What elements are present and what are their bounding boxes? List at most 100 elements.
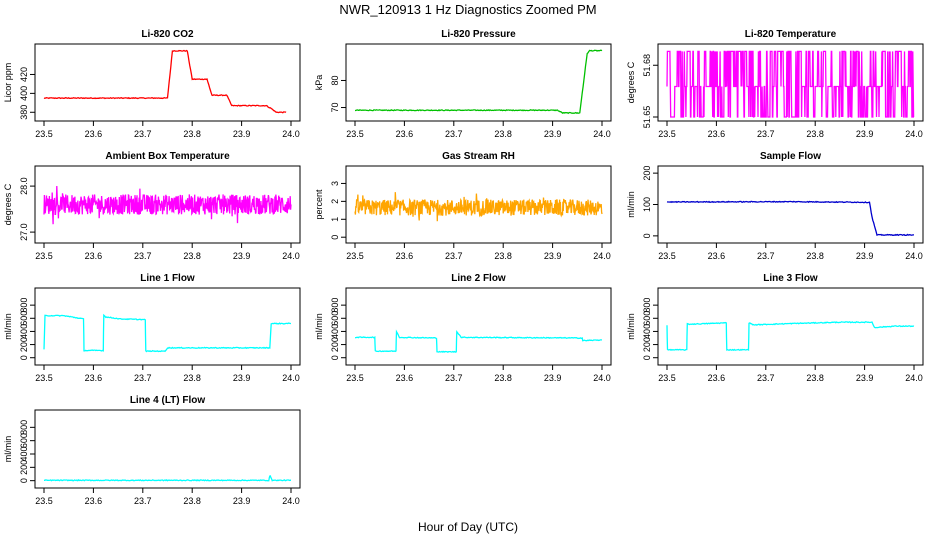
x-tick-label: 23.7 (445, 129, 463, 139)
x-tick-label: 23.6 (85, 496, 103, 506)
panel-1: Li-820 CO2 23.5 23.6 23.7 23.8 23.9 24.0 380 400… (3, 29, 301, 139)
y-tick-label: 0 (642, 233, 652, 238)
series-line (666, 50, 915, 118)
y-tick-label: 80 (330, 75, 340, 85)
y-tick-label: 0 (330, 355, 340, 360)
x-tick-label: 23.8 (494, 129, 512, 139)
y-tick-label: 1 (330, 217, 340, 222)
panel-5: Gas Stream RH 23.5 23.6 23.7 23.8 23.9 24.0 0 1 2… (314, 151, 612, 261)
x-tick-label: 23.8 (806, 251, 824, 261)
x-tick-label: 24.0 (282, 251, 300, 261)
x-tick-label: 23.9 (544, 373, 562, 383)
x-tick-label: 24.0 (905, 129, 923, 139)
y-tick-label: 27.0 (19, 223, 29, 241)
x-tick-label: 24.0 (593, 373, 611, 383)
y-axis-label: ml/min (3, 436, 13, 463)
y-tick-label: 380 (19, 105, 29, 120)
y-axis-label: ml/min (3, 313, 13, 340)
x-tick-label: 24.0 (593, 129, 611, 139)
plot-frame (657, 287, 924, 366)
x-tick-label: 23.7 (757, 373, 775, 383)
panel-title: Sample Flow (760, 151, 821, 162)
x-tick-label: 23.9 (233, 373, 251, 383)
y-tick-label: 800 (19, 298, 29, 313)
y-axis-label: ml/min (626, 313, 636, 340)
y-axis-label: percent (314, 189, 324, 220)
plot-frame (34, 43, 301, 122)
plot-frame (657, 43, 924, 122)
x-tick-label: 23.7 (134, 373, 152, 383)
panel-title: Ambient Box Temperature (105, 151, 230, 162)
y-axis-label: ml/min (314, 313, 324, 340)
x-tick-label: 24.0 (282, 496, 300, 506)
y-tick-label: 200 (330, 337, 340, 352)
y-tick-label: 200 (642, 166, 652, 181)
y-tick-label: 400 (19, 324, 29, 339)
x-tick-label: 23.8 (806, 373, 824, 383)
panel-3: Li-820 Temperature 23.5 23.6 23.7 23.8 23.9 24… (626, 29, 924, 139)
y-tick-label: 800 (19, 420, 29, 435)
y-tick-label: 0 (330, 235, 340, 240)
x-tick-label: 23.7 (134, 496, 152, 506)
series-line (666, 200, 914, 237)
x-tick-label: 23.9 (233, 129, 251, 139)
x-tick-label: 23.8 (183, 373, 201, 383)
x-tick-label: 23.8 (183, 496, 201, 506)
panel-2: Li-820 Pressure 23.5 23.6 23.7 23.8 23.9 24.0 7… (314, 29, 612, 139)
x-tick-label: 23.7 (445, 373, 463, 383)
y-tick-label: 200 (19, 460, 29, 475)
series-line (43, 185, 292, 225)
y-tick-label: 100 (642, 197, 652, 212)
panel-10: Line 4 (LT) Flow 23.5 23.6 23.7 23.8 23.9 24.0… (3, 395, 301, 506)
x-tick-label: 23.8 (183, 129, 201, 139)
y-tick-label: 600 (330, 311, 340, 326)
x-tick-label: 23.9 (856, 129, 874, 139)
panel-title: Li-820 Temperature (745, 29, 837, 40)
x-tick-label: 23.6 (708, 373, 726, 383)
y-tick-label: 400 (19, 446, 29, 461)
x-tick-label: 23.5 (35, 129, 53, 139)
panel-8: Line 2 Flow 23.5 23.6 23.7 23.8 23.9 24.0 0 2004… (314, 273, 612, 383)
panel-title: Li-820 Pressure (441, 29, 516, 40)
x-tick-label: 23.6 (85, 373, 103, 383)
y-tick-label: 0 (19, 355, 29, 360)
x-tick-label: 23.7 (757, 129, 775, 139)
figure-title: NWR_120913 1 Hz Diagnostics Zoomed PM (339, 2, 596, 17)
panel-title: Line 4 (LT) Flow (130, 395, 206, 406)
x-tick-label: 23.5 (346, 129, 364, 139)
x-tick-label: 23.6 (85, 129, 103, 139)
x-tick-label: 23.6 (396, 251, 414, 261)
x-tick-label: 23.9 (233, 496, 251, 506)
y-tick-label: 400 (19, 86, 29, 101)
x-tick-label: 23.5 (35, 251, 53, 261)
y-axis-label: ml/min (626, 191, 636, 218)
x-tick-label: 23.9 (856, 373, 874, 383)
y-tick-label: 600 (642, 311, 652, 326)
panel-title: Line 2 Flow (451, 273, 506, 284)
plot-frame (34, 287, 301, 366)
plot-frame (657, 165, 924, 244)
y-tick-label: 400 (642, 324, 652, 339)
figure-xlabel: Hour of Day (UTC) (418, 520, 518, 534)
y-tick-label: 200 (19, 337, 29, 352)
x-tick-label: 23.6 (396, 373, 414, 383)
x-tick-label: 23.6 (708, 129, 726, 139)
y-axis-label: Licor ppm (3, 63, 13, 103)
x-tick-label: 23.9 (233, 251, 251, 261)
x-tick-label: 23.8 (494, 373, 512, 383)
panel-9: Line 3 Flow 23.5 23.6 23.7 23.8 23.9 24.0 0 2004… (626, 273, 924, 383)
x-tick-label: 23.5 (35, 496, 53, 506)
y-tick-label: 600 (19, 311, 29, 326)
series-line (43, 313, 291, 353)
panel-7: Line 1 Flow 23.5 23.6 23.7 23.8 23.9 24.0 0 2004… (3, 273, 301, 383)
plot-frame (345, 287, 612, 366)
y-tick-label: 200 (642, 337, 652, 352)
panel-title: Gas Stream RH (442, 151, 515, 162)
x-tick-label: 23.5 (658, 129, 676, 139)
panel-4: Ambient Box Temperature 23.5 23.6 23.7 23.8 2… (3, 151, 301, 261)
x-tick-label: 23.6 (708, 251, 726, 261)
x-tick-label: 23.9 (544, 251, 562, 261)
x-tick-label: 23.7 (757, 251, 775, 261)
